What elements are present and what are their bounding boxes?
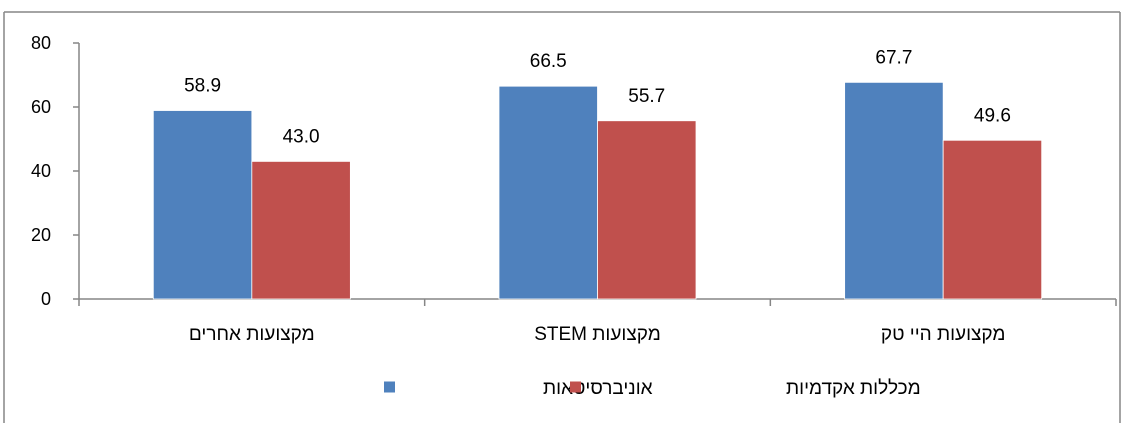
legend-label: אוניברסיטאות	[543, 378, 653, 399]
bar	[251, 160, 351, 300]
legend: אוניברסיטאות מכללות אקדמיות	[384, 378, 921, 399]
legend-swatch	[384, 381, 395, 393]
data-labels: 58.9 43.0 66.5 55.7 67.7 49.6	[184, 47, 1011, 147]
legend-swatch	[570, 381, 581, 393]
x-axis	[78, 298, 1117, 306]
y-tick-label: 60	[31, 97, 51, 117]
y-tick-label: 80	[31, 33, 51, 53]
bar	[844, 81, 944, 300]
y-tick-label: 40	[31, 161, 51, 181]
bar	[152, 110, 253, 300]
bar	[498, 85, 598, 300]
bar	[597, 120, 697, 300]
category-label: מקצועות STEM	[534, 324, 661, 345]
bars	[152, 81, 1043, 300]
bar	[942, 139, 1043, 300]
data-label: 66.5	[530, 51, 567, 72]
data-label: 67.7	[875, 47, 912, 68]
category-labels: מקצועות אחרים מקצועות STEM מקצועות היי טק	[189, 324, 1006, 345]
y-tick-label: 20	[31, 225, 51, 245]
legend-label: מכללות אקדמיות	[786, 378, 921, 399]
data-label: 55.7	[628, 86, 665, 107]
data-label: 49.6	[974, 105, 1011, 126]
data-label: 43.0	[283, 126, 320, 147]
category-label: מקצועות אחרים	[189, 324, 315, 345]
y-tick-label: 0	[41, 289, 51, 309]
category-label: מקצועות היי טק	[881, 324, 1006, 345]
y-axis: 0 20 40 60 80	[31, 33, 80, 309]
data-label: 58.9	[184, 76, 221, 97]
